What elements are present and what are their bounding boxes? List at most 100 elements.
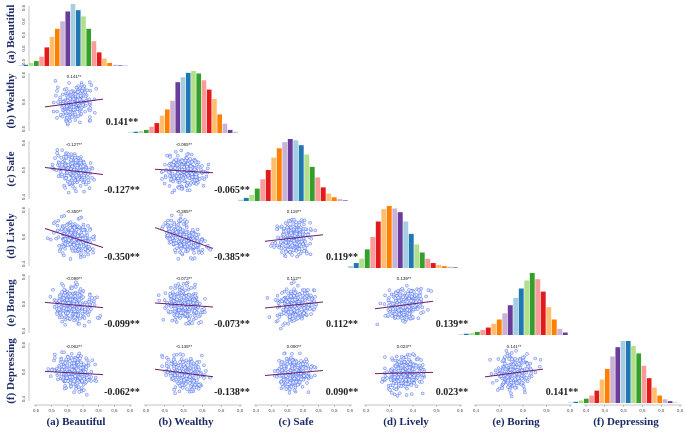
scatter-point — [53, 156, 57, 160]
fit-line — [44, 98, 104, 108]
scatter-point — [73, 374, 77, 378]
scatter-point — [83, 109, 87, 114]
scatter-point — [426, 308, 430, 312]
scatter-point — [74, 189, 78, 194]
scatter-point — [87, 293, 92, 297]
scatter-point — [51, 109, 56, 114]
scatter-point — [415, 375, 420, 380]
histogram-bar — [175, 82, 181, 133]
scatter-point — [64, 155, 68, 159]
scatter-point — [79, 112, 84, 116]
scatter-point — [402, 360, 407, 364]
scatter-point — [173, 391, 177, 396]
scatter-point — [57, 307, 61, 312]
scatter-point — [56, 85, 60, 90]
x-tick-label: 0,4 — [269, 408, 276, 413]
scatter-point — [407, 365, 412, 370]
histogram-bar — [625, 341, 631, 403]
histogram-bar — [287, 139, 293, 201]
scatter-point — [387, 288, 392, 292]
scatter-point — [513, 377, 517, 381]
scatter-point — [283, 221, 288, 225]
scatter-point — [66, 152, 71, 157]
scatter-point — [282, 351, 286, 356]
histogram-bar — [298, 145, 304, 201]
scatter-point — [313, 295, 317, 299]
histogram-bar — [551, 319, 557, 335]
scatter-point — [92, 178, 96, 182]
scatter-point — [184, 230, 189, 235]
scatter-point — [287, 318, 292, 322]
scatter-point — [91, 235, 95, 239]
scatter-point — [295, 306, 299, 311]
scatter-point — [94, 86, 98, 91]
scatter-point — [292, 287, 296, 291]
scatter-point — [185, 156, 189, 160]
histogram-bar — [535, 279, 541, 335]
scatter-point — [390, 302, 395, 306]
histogram-bar — [206, 89, 212, 133]
scatter-point — [382, 302, 387, 306]
scatter-point — [79, 252, 84, 256]
scatter-point — [53, 79, 58, 83]
histogram-bar — [133, 131, 139, 133]
scatter-point — [57, 249, 62, 253]
scatter-point — [378, 301, 383, 306]
scatter-point — [53, 352, 57, 357]
scatter-point — [59, 227, 64, 231]
scatter-point — [405, 308, 410, 312]
histogram-bar — [513, 297, 519, 335]
scatter-point — [397, 391, 402, 395]
scatter-point — [404, 382, 408, 386]
scatter-point — [275, 369, 280, 374]
scatter-point — [75, 165, 80, 170]
scatter-point — [292, 360, 297, 365]
scatter-point — [192, 309, 197, 313]
scatter-point — [78, 160, 83, 165]
scatter-point — [88, 88, 93, 93]
scatter-point — [179, 378, 183, 383]
histogram-bar — [578, 400, 584, 403]
scatter-point — [179, 218, 183, 222]
scatter-point — [396, 289, 400, 293]
scatter-point — [63, 186, 67, 190]
scatter-point — [291, 222, 296, 226]
scatter-point — [285, 295, 290, 300]
histogram-bar — [70, 4, 76, 66]
scatter-point — [512, 369, 517, 373]
scatter-point — [296, 376, 301, 380]
scatter-point — [396, 295, 400, 300]
scatter-point — [192, 256, 197, 260]
scatter-point — [79, 105, 84, 110]
scatter-point — [514, 349, 518, 353]
histogram-bar — [254, 188, 260, 201]
histogram-bar — [518, 288, 524, 335]
scatter-point — [399, 381, 404, 386]
scatter-point — [408, 362, 412, 366]
scatter-point — [172, 309, 177, 314]
scatter-point — [74, 158, 78, 162]
scatter-point — [87, 244, 91, 249]
scatter-point — [86, 252, 90, 257]
scatter-point — [190, 152, 194, 157]
scatter-point — [196, 375, 201, 379]
scatter-point — [399, 375, 403, 379]
row-label: (c) Safe — [5, 151, 17, 186]
scatter-point — [64, 307, 69, 311]
scatter-point — [172, 160, 176, 164]
scatter-point — [292, 376, 297, 381]
correlation-coefficient: 0.090** — [326, 387, 359, 398]
scatter-point — [73, 232, 77, 237]
scatter-point — [75, 381, 79, 386]
scatter-point — [279, 240, 283, 244]
scatter-point — [288, 380, 292, 385]
scatter-point — [53, 356, 57, 360]
scatter-point — [52, 221, 56, 226]
scatter-point — [92, 296, 97, 300]
scatter-point — [199, 320, 203, 324]
scatter-point — [304, 357, 308, 361]
y-tick-label: 0,4 — [21, 395, 26, 402]
scatter-point — [179, 357, 184, 361]
histogram-bar — [331, 197, 337, 201]
scatter-title: 0.119** — [287, 209, 302, 214]
